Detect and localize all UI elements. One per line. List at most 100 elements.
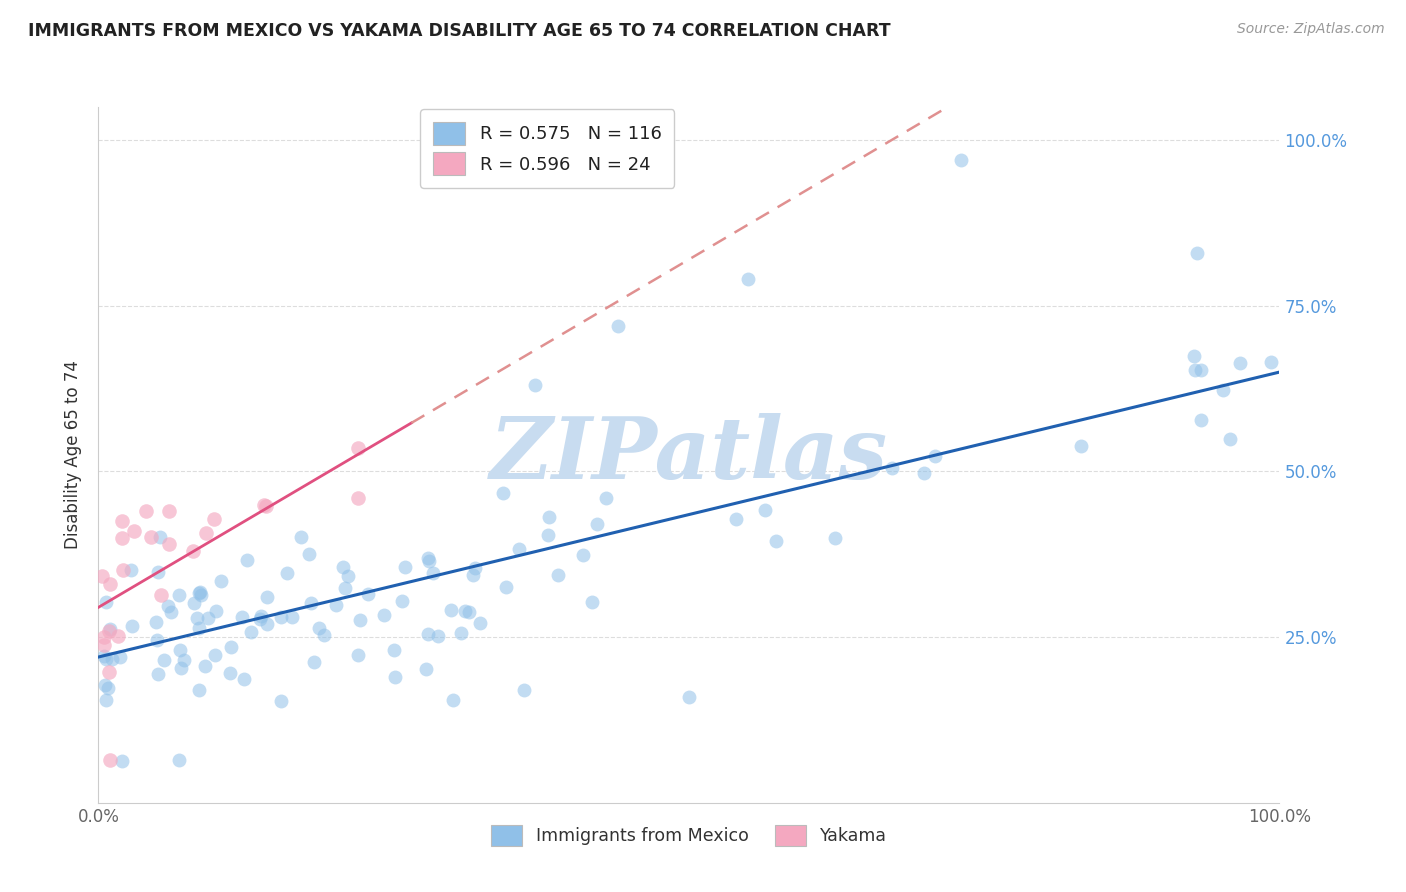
Point — [98, 753, 121, 767]
Point — [139, 530, 162, 544]
Point — [148, 666, 170, 681]
Point — [347, 648, 370, 662]
Point — [157, 537, 180, 551]
Point — [415, 662, 437, 676]
Point — [384, 670, 406, 684]
Point — [537, 527, 560, 541]
Point — [332, 560, 354, 574]
Point — [254, 499, 277, 513]
Point — [169, 661, 191, 675]
Point — [298, 547, 321, 561]
Point — [724, 512, 747, 526]
Point — [508, 542, 530, 557]
Point — [276, 566, 298, 580]
Point — [97, 681, 120, 695]
Point — [236, 553, 259, 567]
Text: ZIPatlas: ZIPatlas — [489, 413, 889, 497]
Legend: Immigrants from Mexico, Yakama: Immigrants from Mexico, Yakama — [484, 818, 894, 854]
Point — [157, 504, 180, 518]
Point — [256, 590, 278, 604]
Point — [880, 461, 903, 475]
Point — [912, 466, 935, 480]
Point — [678, 690, 700, 704]
Point — [464, 561, 486, 575]
Point — [586, 517, 609, 532]
Point — [924, 449, 946, 463]
Point — [1070, 439, 1092, 453]
Point — [450, 626, 472, 640]
Point — [302, 655, 325, 669]
Point — [256, 617, 278, 632]
Text: Source: ZipAtlas.com: Source: ZipAtlas.com — [1237, 22, 1385, 37]
Point — [93, 638, 115, 652]
Point — [94, 595, 117, 609]
Point — [188, 585, 211, 599]
Point — [418, 553, 440, 567]
Point — [173, 653, 195, 667]
Point — [1184, 363, 1206, 377]
Point — [98, 624, 121, 639]
Point — [547, 568, 569, 582]
Point — [94, 651, 117, 665]
Y-axis label: Disability Age 65 to 74: Disability Age 65 to 74 — [65, 360, 83, 549]
Point — [205, 604, 228, 618]
Point — [457, 605, 479, 619]
Point — [308, 621, 330, 635]
Point — [194, 526, 217, 541]
Point — [538, 510, 561, 524]
Point — [470, 615, 492, 630]
Point — [219, 640, 242, 655]
Point — [231, 610, 253, 624]
Point — [111, 531, 134, 545]
Point — [181, 544, 204, 558]
Point — [159, 606, 181, 620]
Point — [219, 665, 242, 680]
Point — [94, 678, 117, 692]
Point — [153, 653, 176, 667]
Point — [149, 530, 172, 544]
Point — [94, 693, 117, 707]
Point — [607, 318, 630, 333]
Point — [187, 586, 209, 600]
Point — [239, 624, 262, 639]
Point — [754, 503, 776, 517]
Point — [1185, 245, 1208, 260]
Point — [373, 608, 395, 623]
Point — [492, 486, 515, 500]
Point — [581, 595, 603, 609]
Point — [98, 622, 121, 636]
Point — [111, 514, 134, 528]
Point — [204, 648, 226, 662]
Point — [524, 378, 547, 392]
Point — [512, 683, 534, 698]
Point — [111, 754, 134, 768]
Point — [112, 563, 135, 577]
Point — [1260, 355, 1282, 369]
Point — [427, 629, 450, 643]
Point — [232, 672, 254, 686]
Point — [325, 598, 347, 612]
Point — [190, 589, 212, 603]
Point — [97, 665, 120, 679]
Point — [148, 565, 170, 579]
Point — [93, 630, 115, 644]
Point — [347, 491, 370, 505]
Point — [441, 693, 464, 707]
Point — [1189, 412, 1212, 426]
Point — [93, 649, 115, 664]
Point — [188, 621, 211, 635]
Point — [157, 599, 180, 614]
Point — [194, 659, 217, 673]
Point — [1229, 355, 1251, 369]
Point — [290, 530, 312, 544]
Point — [100, 652, 122, 666]
Point — [737, 272, 759, 286]
Point — [253, 498, 276, 512]
Point — [765, 533, 787, 548]
Point — [188, 683, 211, 698]
Point — [209, 574, 232, 588]
Point — [349, 613, 371, 627]
Point — [314, 627, 336, 641]
Point — [270, 610, 292, 624]
Point — [107, 630, 129, 644]
